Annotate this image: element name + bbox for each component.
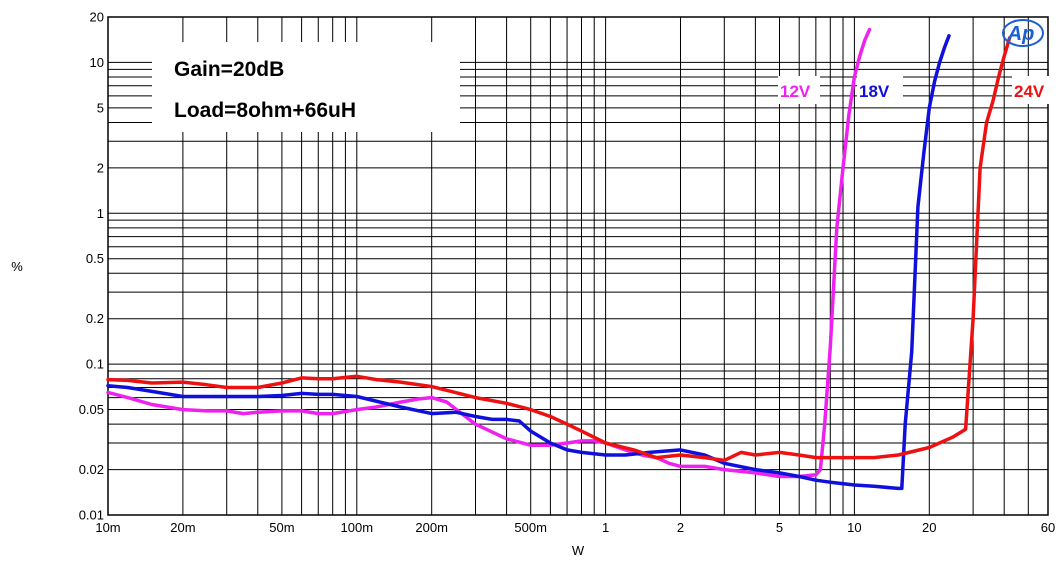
logo-text: Ap xyxy=(1007,23,1035,45)
series-lines xyxy=(106,27,1012,491)
x-axis-label: W xyxy=(572,543,585,558)
y-tick-label: 0.2 xyxy=(86,311,104,326)
series-label: 12V xyxy=(780,82,811,101)
x-tick-label: 60 xyxy=(1041,520,1055,535)
series-label: 18V xyxy=(859,82,890,101)
y-tick-label: 0.5 xyxy=(86,251,104,266)
series-labels: 12V 18V 24V xyxy=(780,82,1045,101)
series-line xyxy=(106,36,1012,463)
y-tick-label: 5 xyxy=(97,100,104,115)
y-tick-label: 0.02 xyxy=(79,462,104,477)
x-tick-label: 100m xyxy=(341,520,374,535)
series-label-background xyxy=(857,76,903,104)
logo-ring xyxy=(1002,19,1044,47)
y-tick-label: 10 xyxy=(90,55,104,70)
x-tick-label: 500m xyxy=(514,520,547,535)
annotation-box xyxy=(152,42,460,132)
x-tick-label: 50m xyxy=(269,520,294,535)
y-tick-label: 2 xyxy=(97,160,104,175)
x-tick-label: 1 xyxy=(602,520,609,535)
x-tick-label: 2 xyxy=(677,520,684,535)
x-tick-label: 10 xyxy=(847,520,861,535)
y-axis-label: % xyxy=(11,259,23,274)
series-line xyxy=(106,34,951,491)
x-tick-label: 10m xyxy=(95,520,120,535)
series-label: 24V xyxy=(1014,82,1045,101)
ap-logo: Ap xyxy=(1002,19,1044,47)
y-tick-label: 20 xyxy=(90,10,104,25)
y-tick-label: 0.01 xyxy=(79,508,104,523)
series-label-backgrounds xyxy=(778,76,1058,104)
y-tick-label: 0.1 xyxy=(86,357,104,372)
series-line xyxy=(106,27,872,479)
x-tick-label: 5 xyxy=(776,520,783,535)
x-tick-label: 20 xyxy=(922,520,936,535)
y-tick-label: 1 xyxy=(97,206,104,221)
annotation-load: Load=8ohm+66uH xyxy=(174,99,356,122)
y-tick-label: 0.05 xyxy=(79,402,104,417)
x-tick-label: 20m xyxy=(170,520,195,535)
x-tick-label: 200m xyxy=(415,520,448,535)
tick-labels: 10m 20m 50m 100m 200m 500m 1 2 5 10 20 60 0.01 0.02 0.… xyxy=(79,10,1056,536)
series-label-background xyxy=(778,76,820,104)
series-label-background xyxy=(1012,76,1058,104)
plot-frame xyxy=(107,16,1049,516)
annotation-gain: Gain=20dB xyxy=(174,58,284,81)
